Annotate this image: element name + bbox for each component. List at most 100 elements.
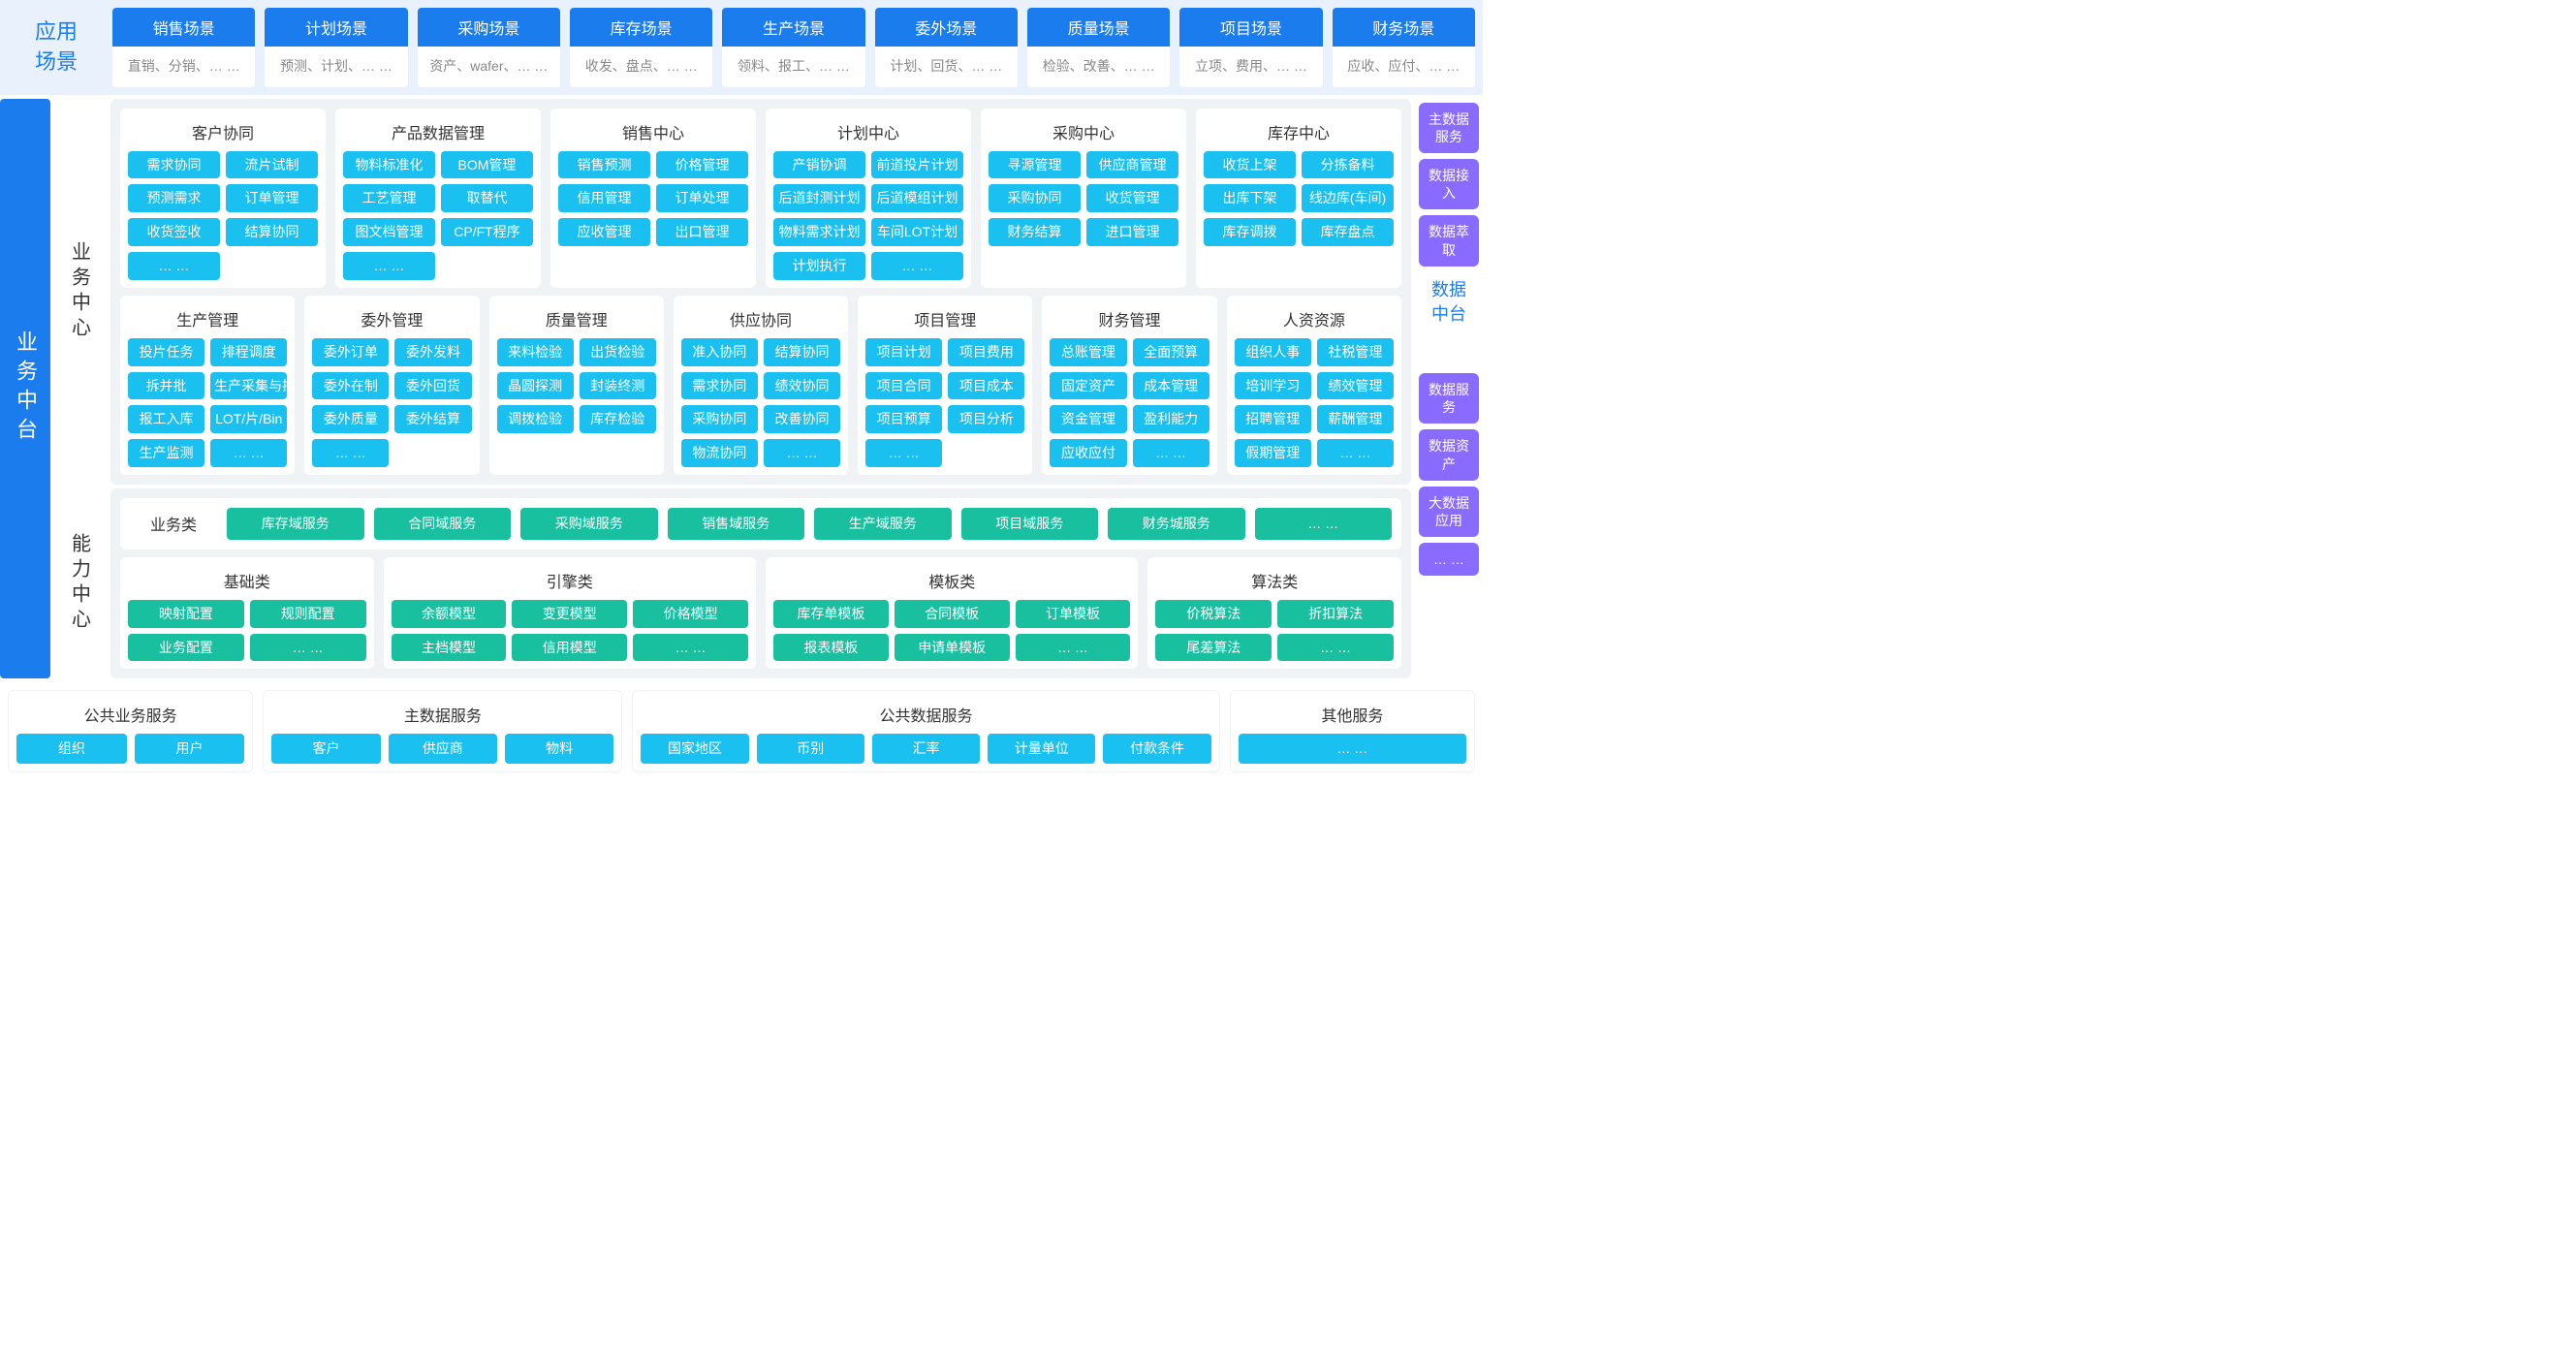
chip[interactable]: 生产域服务 bbox=[814, 508, 952, 540]
scenario-card[interactable]: 销售场景直销、分销、… … bbox=[112, 8, 255, 87]
scenario-card[interactable]: 采购场景资产、wafer、… … bbox=[418, 8, 560, 87]
chip[interactable]: 后道封测计划 bbox=[773, 184, 865, 212]
chip[interactable]: 前道投片计划 bbox=[871, 151, 963, 179]
data-service-chip[interactable]: 数据服务 bbox=[1419, 373, 1479, 424]
chip[interactable]: 收货上架 bbox=[1204, 151, 1296, 179]
chip[interactable]: 取替代 bbox=[441, 184, 533, 212]
scenario-card[interactable]: 委外场景计划、回货、… … bbox=[875, 8, 1018, 87]
chip[interactable]: 合同模板 bbox=[895, 600, 1010, 628]
chip[interactable]: 采购协同 bbox=[989, 184, 1081, 212]
data-service-chip[interactable]: 大数据应用 bbox=[1419, 487, 1479, 537]
chip[interactable]: 委外订单 bbox=[312, 338, 389, 366]
data-service-chip[interactable]: 数据萃取 bbox=[1419, 215, 1479, 266]
chip[interactable]: 社税管理 bbox=[1317, 338, 1394, 366]
chip[interactable]: 物料标准化 bbox=[343, 151, 435, 179]
chip[interactable]: 线边库(车间) bbox=[1302, 184, 1394, 212]
chip[interactable]: 申请单模板 bbox=[895, 634, 1010, 662]
chip[interactable]: 物料需求计划 bbox=[773, 218, 865, 246]
chip[interactable]: 应收管理 bbox=[558, 218, 650, 246]
chip[interactable]: 改善协同 bbox=[764, 405, 840, 433]
chip[interactable]: 组织 bbox=[16, 734, 127, 764]
chip[interactable]: 库存检验 bbox=[580, 405, 656, 433]
chip[interactable]: 计量单位 bbox=[988, 734, 1095, 764]
chip[interactable]: 价格管理 bbox=[656, 151, 748, 179]
chip[interactable]: … … bbox=[764, 439, 840, 467]
chip[interactable]: 规则配置 bbox=[250, 600, 366, 628]
chip[interactable]: 封装终测 bbox=[580, 372, 656, 400]
chip[interactable]: … … bbox=[1239, 734, 1466, 764]
chip[interactable]: 付款条件 bbox=[1103, 734, 1210, 764]
chip[interactable]: 出库下架 bbox=[1204, 184, 1296, 212]
chip[interactable]: 成本管理 bbox=[1133, 372, 1209, 400]
chip[interactable]: 客户 bbox=[271, 734, 380, 764]
chip[interactable]: … … bbox=[250, 634, 366, 662]
chip[interactable]: 工艺管理 bbox=[343, 184, 435, 212]
chip[interactable]: 需求协同 bbox=[128, 151, 220, 179]
chip[interactable]: LOT/片/Bin bbox=[210, 405, 287, 433]
chip[interactable]: 供应商管理 bbox=[1086, 151, 1178, 179]
chip[interactable]: 项目分析 bbox=[948, 405, 1024, 433]
scenario-card[interactable]: 项目场景立项、费用、… … bbox=[1179, 8, 1322, 87]
chip[interactable]: 项目域服务 bbox=[961, 508, 1099, 540]
chip[interactable]: 委外结算 bbox=[394, 405, 471, 433]
chip[interactable]: 预测需求 bbox=[128, 184, 220, 212]
chip[interactable]: 采购协同 bbox=[681, 405, 758, 433]
data-service-chip[interactable]: 数据资产 bbox=[1419, 429, 1479, 480]
chip[interactable]: … … bbox=[210, 439, 287, 467]
chip[interactable]: 物流协同 bbox=[681, 439, 758, 467]
chip[interactable]: 主档模型 bbox=[392, 634, 507, 662]
chip[interactable]: 资金管理 bbox=[1050, 405, 1126, 433]
chip[interactable]: BOM管理 bbox=[441, 151, 533, 179]
chip[interactable]: 全面预算 bbox=[1133, 338, 1209, 366]
chip[interactable]: 收货签收 bbox=[128, 218, 220, 246]
chip[interactable]: 财务城服务 bbox=[1108, 508, 1245, 540]
chip[interactable]: 项目费用 bbox=[948, 338, 1024, 366]
chip[interactable]: 用户 bbox=[135, 734, 245, 764]
chip[interactable]: … … bbox=[343, 252, 435, 280]
chip[interactable]: 出货检验 bbox=[580, 338, 656, 366]
chip[interactable]: 分拣备料 bbox=[1302, 151, 1394, 179]
scenario-card[interactable]: 库存场景收发、盘点、… … bbox=[570, 8, 712, 87]
chip[interactable]: 流片试制 bbox=[226, 151, 318, 179]
data-service-chip[interactable]: 数据接入 bbox=[1419, 159, 1479, 209]
chip[interactable]: 总账管理 bbox=[1050, 338, 1126, 366]
chip[interactable]: 物料 bbox=[505, 734, 613, 764]
chip[interactable]: 采购域服务 bbox=[520, 508, 658, 540]
chip[interactable]: 变更模型 bbox=[512, 600, 627, 628]
chip[interactable]: 固定资产 bbox=[1050, 372, 1126, 400]
chip[interactable]: … … bbox=[312, 439, 389, 467]
chip[interactable]: 订单处理 bbox=[656, 184, 748, 212]
chip[interactable]: … … bbox=[871, 252, 963, 280]
chip[interactable]: … … bbox=[633, 634, 748, 662]
chip[interactable]: 培训学习 bbox=[1235, 372, 1311, 400]
chip[interactable]: … … bbox=[1317, 439, 1394, 467]
chip[interactable]: 拆并批 bbox=[128, 372, 204, 400]
chip[interactable]: 币别 bbox=[757, 734, 864, 764]
data-service-chip[interactable]: 主数据服务 bbox=[1419, 103, 1479, 153]
chip[interactable]: 计划执行 bbox=[773, 252, 865, 280]
chip[interactable]: 调拨检验 bbox=[497, 405, 574, 433]
chip[interactable]: 招聘管理 bbox=[1235, 405, 1311, 433]
chip[interactable]: 投片任务 bbox=[128, 338, 204, 366]
chip[interactable]: 应收应付 bbox=[1050, 439, 1126, 467]
chip[interactable]: 合同域服务 bbox=[374, 508, 512, 540]
chip[interactable]: … … bbox=[128, 252, 220, 280]
chip[interactable]: 库存盘点 bbox=[1302, 218, 1394, 246]
chip[interactable]: 国家地区 bbox=[641, 734, 748, 764]
chip[interactable]: 收货管理 bbox=[1086, 184, 1178, 212]
chip[interactable]: 库存调拨 bbox=[1204, 218, 1296, 246]
chip[interactable]: 项目合同 bbox=[865, 372, 942, 400]
chip[interactable]: 绩效协同 bbox=[764, 372, 840, 400]
scenario-card[interactable]: 生产场景领料、报工、… … bbox=[722, 8, 864, 87]
chip[interactable]: 生产采集与控制 bbox=[210, 372, 287, 400]
chip[interactable]: 薪酬管理 bbox=[1317, 405, 1394, 433]
chip[interactable]: CP/FT程序 bbox=[441, 218, 533, 246]
chip[interactable]: 价格模型 bbox=[633, 600, 748, 628]
chip[interactable]: 余额模型 bbox=[392, 600, 507, 628]
chip[interactable]: 车间LOT计划 bbox=[871, 218, 963, 246]
chip[interactable]: 库存单模板 bbox=[773, 600, 889, 628]
chip[interactable]: 进口管理 bbox=[1086, 218, 1178, 246]
chip[interactable]: … … bbox=[1133, 439, 1209, 467]
data-service-chip[interactable]: … … bbox=[1419, 543, 1479, 576]
chip[interactable]: 委外在制 bbox=[312, 372, 389, 400]
